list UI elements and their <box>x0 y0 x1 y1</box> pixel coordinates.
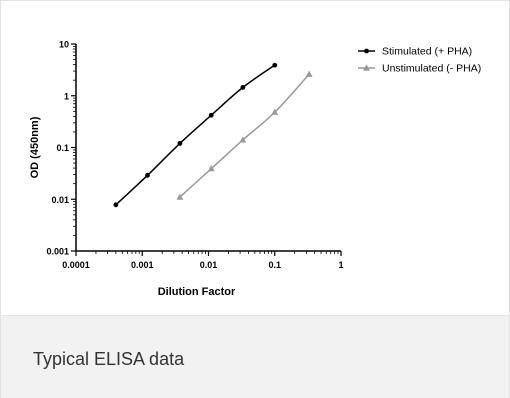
data-point-stimulated <box>272 62 278 68</box>
x-tick-label: 0.0001 <box>62 260 90 270</box>
y-tick-label: 0.01 <box>51 195 69 205</box>
plot-area: 0.001 0.01 0.1 1 10 0.0001 0.001 0.01 0.1 1 Diluti… <box>1 1 509 314</box>
figure-caption: Typical ELISA data <box>33 349 185 369</box>
x-tick-label: 0.01 <box>200 260 218 270</box>
series-line-unstimulated <box>179 73 310 198</box>
legend-marker-unstimulated <box>363 64 370 71</box>
data-point-stimulated <box>208 112 214 118</box>
data-point-unstimulated <box>207 165 215 172</box>
x-tick-label: 0.1 <box>268 260 281 270</box>
y-axis-title: OD (450nm) <box>29 116 41 178</box>
data-point-unstimulated <box>176 193 184 200</box>
x-tick-label: 0.001 <box>131 260 154 270</box>
x-axis-title: Dilution Factor <box>158 286 236 298</box>
legend-marker-stimulated <box>364 48 369 54</box>
y-tick-label: 0.001 <box>46 247 69 257</box>
y-tick-label: 1 <box>64 91 69 101</box>
x-tick-label: 1 <box>338 260 343 270</box>
elisa-chart: 0.001 0.01 0.1 1 10 0.0001 0.001 0.01 0.1 1 Diluti… <box>29 40 481 299</box>
data-point-stimulated <box>240 84 246 90</box>
data-point-stimulated <box>113 202 119 208</box>
y-tick-label: 0.1 <box>56 143 69 153</box>
legend-label-stimulated: Stimulated (+ PHA) <box>382 46 472 58</box>
legend-label-unstimulated: Unstimulated (- PHA) <box>382 63 481 75</box>
data-point-unstimulated <box>239 136 247 143</box>
data-point-unstimulated <box>305 70 313 77</box>
series-line-stimulated <box>115 64 276 206</box>
data-point-stimulated <box>177 141 183 146</box>
caption-band: Typical ELISA data <box>1 315 509 398</box>
data-point-unstimulated <box>271 108 279 115</box>
y-tick-label: 10 <box>59 40 69 50</box>
data-point-stimulated <box>145 172 150 178</box>
